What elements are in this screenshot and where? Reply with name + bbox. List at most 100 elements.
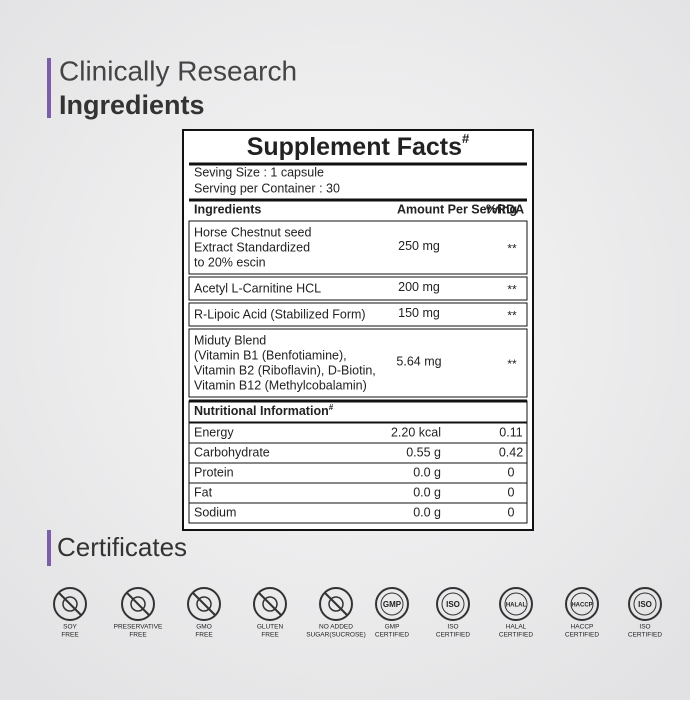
- certificate-label: HALAL: [506, 624, 527, 631]
- nutrient-rda: 0: [508, 505, 515, 519]
- certificate-strike: [258, 592, 282, 616]
- certificate-label: GLUTEN: [257, 624, 284, 631]
- certificate-strike: [126, 592, 150, 616]
- certificate-icon-inner: [328, 596, 344, 612]
- nutrient-name: Carbohydrate: [194, 445, 270, 459]
- nutrient-amount: 0.55 g: [406, 445, 441, 459]
- certificate-label: FREE: [195, 632, 213, 639]
- nutrient-rda: 0.42: [499, 445, 523, 459]
- certificate-badge: HALAL: [506, 603, 527, 609]
- certificate-icon: [565, 587, 599, 621]
- certificate-icon: [628, 587, 662, 621]
- nutrient-name: Energy: [194, 425, 234, 439]
- certificate-strike: [192, 592, 216, 616]
- certificate-icon: [436, 587, 470, 621]
- section-title: Clinically Research: [59, 55, 297, 86]
- certificate-label: GMP: [385, 624, 400, 631]
- servings-per-container: Serving per Container : 30: [194, 181, 340, 195]
- certificate-icon-inner: [62, 596, 78, 612]
- certificate-strike: [58, 592, 82, 616]
- ingredient-rda: **: [507, 309, 517, 323]
- certificate-badge: GMP: [383, 600, 402, 609]
- serving-size: Seving Size : 1 capsule: [194, 165, 324, 179]
- accent-bar: [47, 58, 51, 118]
- ingredient-name: (Vitamin B1 (Benfotiamine),: [194, 348, 347, 362]
- ingredient-name: Miduty Blend: [194, 333, 266, 347]
- nutrient-name: Fat: [194, 485, 213, 499]
- ingredient-rda: **: [507, 283, 517, 297]
- certificate-label: FREE: [261, 632, 279, 639]
- certificate-label: CERTIFIED: [628, 632, 662, 639]
- nutrient-name: Protein: [194, 465, 234, 479]
- ingredient-row: [188, 276, 528, 301]
- certificate-label: HACCP: [571, 624, 594, 631]
- certificate-label: NO ADDED: [319, 624, 353, 631]
- ingredient-amount: 5.64 mg: [396, 354, 441, 368]
- certificate-label: ISO: [639, 624, 650, 631]
- nutrient-amount: 0.0 g: [413, 505, 441, 519]
- ingredient-name: Extract Standardized: [194, 240, 310, 254]
- nutrition-title-mark: #: [329, 403, 334, 412]
- nutrient-name: Sodium: [194, 505, 236, 519]
- facts-title-text: Supplement Facts: [247, 133, 462, 161]
- certificate-label: FREE: [61, 632, 79, 639]
- nutrient-amount: 0.0 g: [413, 485, 441, 499]
- ingredient-name: Horse Chestnut seed: [194, 225, 311, 239]
- ingredient-row: [188, 302, 528, 327]
- ingredient-amount: 200 mg: [398, 280, 440, 294]
- nutrition-title-text: Nutritional Information: [194, 404, 329, 418]
- nutrient-rda: 0: [508, 465, 515, 479]
- certificate-icon-inner: [504, 592, 528, 616]
- certificate-label: PRESERVATIVE: [114, 624, 163, 631]
- certificate-icon-inner: [196, 596, 212, 612]
- column-header: Ingredients: [194, 202, 261, 216]
- certificate-icon: [121, 587, 155, 621]
- certificate-icon-inner: [130, 596, 146, 612]
- ingredient-name: to 20% escin: [194, 255, 266, 269]
- certificate-icon: [53, 587, 87, 621]
- certificate-icon-inner: [633, 592, 657, 616]
- certificate-icon-inner: [570, 592, 594, 616]
- column-header: %RDA: [486, 202, 524, 216]
- ingredient-row: [188, 328, 528, 398]
- ingredient-amount: 150 mg: [398, 306, 440, 320]
- nutrient-rda: 0: [508, 485, 515, 499]
- nutrient-rda: 0.11: [499, 425, 522, 439]
- ingredient-amount: 250 mg: [398, 239, 440, 253]
- facts-title-mark: #: [462, 131, 470, 146]
- nutrient-amount: 2.20 kcal: [391, 425, 441, 439]
- facts-title: Supplement Facts#: [247, 131, 470, 160]
- certificate-icon: [375, 587, 409, 621]
- certificate-icon-inner: [441, 592, 465, 616]
- column-header: Amount Per Serving: [397, 202, 517, 216]
- certificate-label: GMO: [196, 624, 212, 631]
- certificate-label: ISO: [447, 624, 458, 631]
- section-title: Ingredients: [59, 90, 205, 120]
- ingredient-name: R-Lipoic Acid (Stabilized Form): [194, 307, 366, 321]
- certificate-badge: HACCP: [571, 603, 592, 609]
- ingredient-rda: **: [507, 242, 517, 256]
- ingredient-name: Vitamin B2 (Riboflavin), D-Biotin,: [194, 363, 376, 377]
- nutrition-title: Nutritional Information#: [194, 403, 334, 418]
- certificate-icon: [187, 587, 221, 621]
- certificate-icon: [319, 587, 353, 621]
- certificate-badge: ISO: [446, 600, 460, 609]
- certificate-label: CERTIFIED: [499, 632, 533, 639]
- ingredient-name: Vitamin B12 (Methylcobalamin): [194, 378, 367, 392]
- certificate-badge: ISO: [638, 600, 652, 609]
- certificate-label: SOY: [63, 624, 77, 631]
- certificate-strike: [324, 592, 348, 616]
- certificate-icon: [499, 587, 533, 621]
- certificate-label: CERTIFIED: [375, 632, 409, 639]
- certificate-label: SUGAR(SUCROSE): [306, 632, 366, 639]
- ingredient-row: [188, 220, 528, 275]
- certificate-label: FREE: [129, 632, 147, 639]
- nutrient-amount: 0.0 g: [413, 465, 441, 479]
- certificate-icon: [253, 587, 287, 621]
- certificate-icon-inner: [262, 596, 278, 612]
- nutrition-row: [188, 502, 528, 524]
- certificate-icon-inner: [380, 592, 404, 616]
- section-title: Certificates: [57, 532, 187, 562]
- certificate-label: CERTIFIED: [565, 632, 599, 639]
